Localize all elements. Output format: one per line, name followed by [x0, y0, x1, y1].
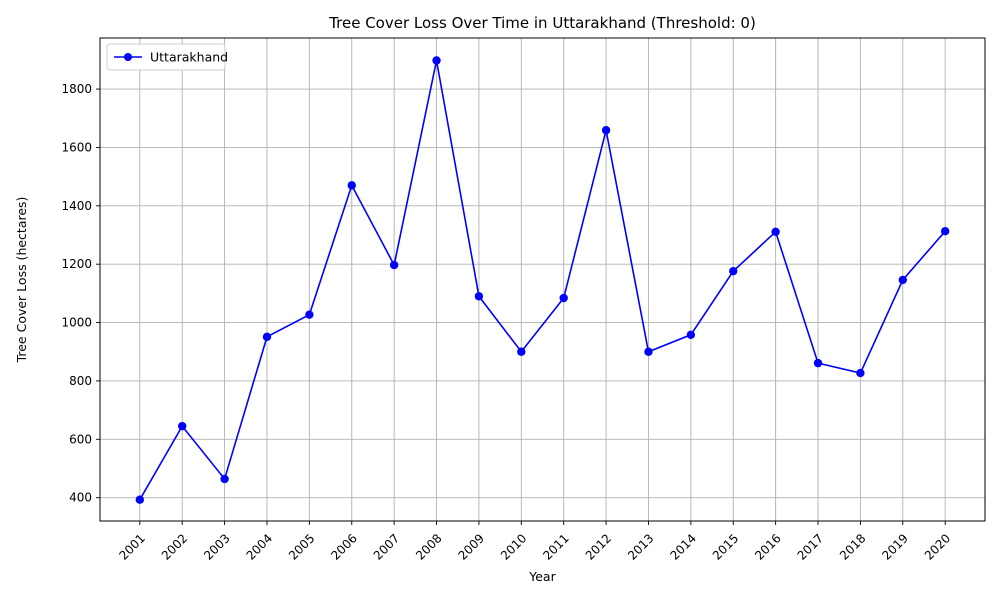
- data-point: [389, 260, 399, 270]
- data-point: [517, 347, 526, 356]
- legend-box: [106, 43, 226, 71]
- x-tick-label: 2007: [371, 531, 402, 562]
- data-point: [686, 330, 696, 340]
- x-tick-label: 2015: [710, 531, 741, 562]
- data-point: [559, 293, 568, 303]
- data-point: [813, 358, 823, 368]
- x-tick-label: 2004: [244, 531, 275, 562]
- data-point: [898, 275, 907, 285]
- data-point: [347, 181, 356, 190]
- x-tick-label: 2012: [583, 531, 614, 562]
- x-tick-label: 2016: [752, 531, 783, 562]
- legend-label: Uttarakhand: [150, 50, 228, 65]
- data-point: [601, 126, 611, 135]
- x-tick-label: 2020: [922, 531, 953, 562]
- y-tick-label: 1800: [61, 82, 92, 96]
- legend-marker: [124, 53, 132, 61]
- x-tick-label: 2009: [456, 531, 487, 562]
- y-tick-label: 400: [69, 491, 92, 505]
- data-point: [178, 421, 187, 431]
- y-tick-label: 1600: [61, 140, 92, 154]
- data-point: [432, 56, 441, 65]
- y-tick-label: 1200: [61, 257, 92, 271]
- x-tick-label: 2019: [879, 531, 910, 562]
- x-tick-label: 2014: [667, 531, 698, 562]
- series-line: [139, 60, 946, 501]
- data-point: [220, 474, 229, 484]
- y-tick-label: 1000: [61, 316, 92, 330]
- legend: Uttarakhand: [106, 43, 228, 71]
- x-tick-label: 2008: [413, 531, 444, 562]
- data-point: [729, 266, 738, 276]
- x-tick-label: 2003: [201, 531, 232, 562]
- grid: [100, 38, 985, 521]
- x-tick-label: 2006: [328, 531, 359, 562]
- x-axis: 2001 2002 2003 2004 2005 2006 2007 2008 2009 2010…: [116, 521, 953, 563]
- y-axis: 400 600 800 1000 1200 1400 1600 1800: [61, 82, 100, 505]
- x-tick-label: 2013: [625, 531, 656, 562]
- y-tick-label: 600: [69, 432, 92, 446]
- data-point: [474, 292, 484, 301]
- data-point: [940, 227, 950, 236]
- y-axis-label: Tree Cover Loss (hectares): [14, 197, 29, 364]
- data-point: [856, 368, 865, 378]
- chart-title: Tree Cover Loss Over Time in Uttarakhand…: [328, 14, 756, 32]
- x-tick-label: 2001: [116, 531, 147, 562]
- plot-area: [99, 37, 986, 522]
- data-point: [305, 310, 314, 319]
- series-layer: [135, 56, 950, 504]
- data-point: [135, 495, 145, 504]
- x-tick-label: 2017: [795, 531, 826, 562]
- x-tick-label: 2011: [540, 531, 571, 562]
- x-tick-label: 2010: [498, 531, 529, 562]
- x-tick-label: 2002: [159, 531, 190, 562]
- x-tick-label: 2018: [837, 531, 868, 562]
- data-point: [644, 347, 653, 356]
- x-tick-label: 2005: [286, 531, 317, 562]
- data-point: [771, 227, 780, 236]
- x-axis-label: Year: [528, 569, 556, 584]
- y-tick-label: 800: [69, 374, 92, 388]
- data-point: [262, 332, 272, 342]
- y-tick-label: 1400: [61, 199, 92, 213]
